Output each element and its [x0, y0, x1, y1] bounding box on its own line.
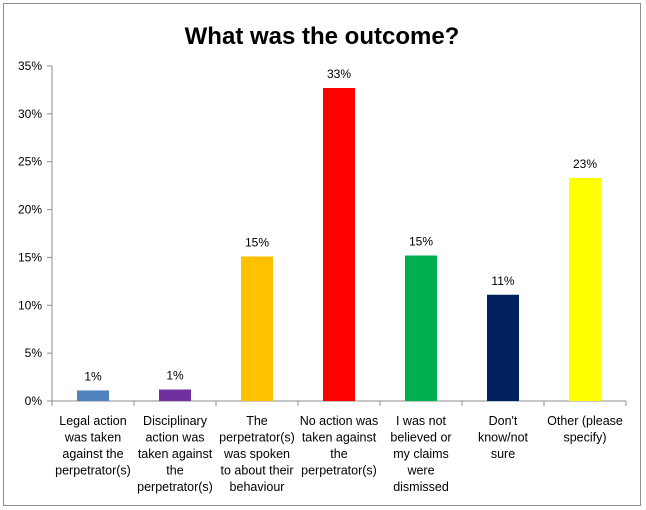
bars — [77, 88, 601, 401]
category-label-line: Legal action — [59, 414, 126, 428]
bar — [159, 389, 191, 401]
category-label: Other (please specify) — [547, 414, 623, 445]
category-label-line: my claims — [393, 447, 449, 461]
category-label-line: No action was — [300, 414, 379, 428]
chart-frame — [3, 3, 641, 506]
category-label: Don't know/not sure — [478, 414, 529, 461]
category-label-line: behaviour — [230, 480, 285, 494]
bar — [487, 294, 519, 401]
category-label-line: Disciplinary — [143, 414, 208, 428]
y-tick-label: 0% — [25, 394, 43, 408]
y-tick-label: 35% — [18, 59, 42, 73]
category-label-line: The — [246, 414, 268, 428]
data-label: 1% — [84, 369, 102, 383]
category-label-line: Don't — [489, 414, 518, 428]
data-label: 33% — [327, 67, 351, 81]
bar — [77, 390, 109, 401]
category-label-line: against the — [62, 447, 123, 461]
y-tick-label: 25% — [18, 155, 42, 169]
y-tick-label: 5% — [25, 346, 43, 360]
category-label-line: perpetrator(s) — [137, 480, 213, 494]
category-labels: Legal action was taken against the perpetra… — [55, 414, 623, 494]
category-label-line: Other (please — [547, 414, 623, 428]
y-tick-label: 15% — [18, 250, 42, 264]
category-label-line: were — [406, 464, 434, 478]
category-label: I was not believed or my claims were dismiss… — [390, 414, 451, 494]
category-label-line: perpetrator(s) — [55, 464, 131, 478]
data-label: 15% — [409, 235, 433, 249]
category-label: The perpetrator(s) was spoken to about thei… — [219, 414, 295, 494]
data-label: 11% — [491, 274, 514, 288]
category-label-line: action was — [145, 431, 204, 445]
category-label-line: dismissed — [393, 480, 449, 494]
category-label: No action was taken against the perpetrator… — [300, 414, 379, 478]
y-tick-label: 20% — [18, 203, 42, 217]
category-label-line: specify) — [563, 431, 606, 445]
category-label-line: taken against — [138, 447, 213, 461]
bar — [405, 255, 437, 401]
bar — [241, 256, 273, 401]
bar — [569, 177, 601, 401]
data-label: 23% — [573, 157, 597, 171]
category-label: Disciplinary action was taken against the pe… — [137, 414, 213, 494]
y-tick-label: 30% — [18, 107, 42, 121]
bar — [323, 88, 355, 401]
data-labels: 1% 1% 15% 33% 15% 11% 23% — [84, 67, 597, 383]
category-label-line: sure — [491, 447, 515, 461]
category-label-line: the — [166, 464, 183, 478]
category-label-line: was spoken — [223, 447, 290, 461]
category-label-line: perpetrator(s) — [301, 464, 377, 478]
data-label: 15% — [245, 235, 269, 249]
y-axis: 0% 5% 10% 15% 20% 25% 30% 35% — [18, 59, 53, 408]
category-label-line: know/not — [478, 431, 529, 445]
category-label-line: believed or — [390, 431, 451, 445]
y-tick-label: 10% — [18, 298, 42, 312]
category-label-line: taken against — [302, 431, 377, 445]
category-label-line: was taken — [64, 431, 121, 445]
category-label-line: to about their — [221, 464, 294, 478]
category-label-line: the — [330, 447, 347, 461]
data-label: 1% — [166, 369, 184, 383]
category-label-line: perpetrator(s) — [219, 431, 295, 445]
x-axis — [51, 400, 627, 406]
category-label-line: I was not — [396, 414, 447, 428]
chart-title: What was the outcome? — [185, 23, 460, 50]
category-label: Legal action was taken against the perpetra… — [55, 414, 131, 478]
